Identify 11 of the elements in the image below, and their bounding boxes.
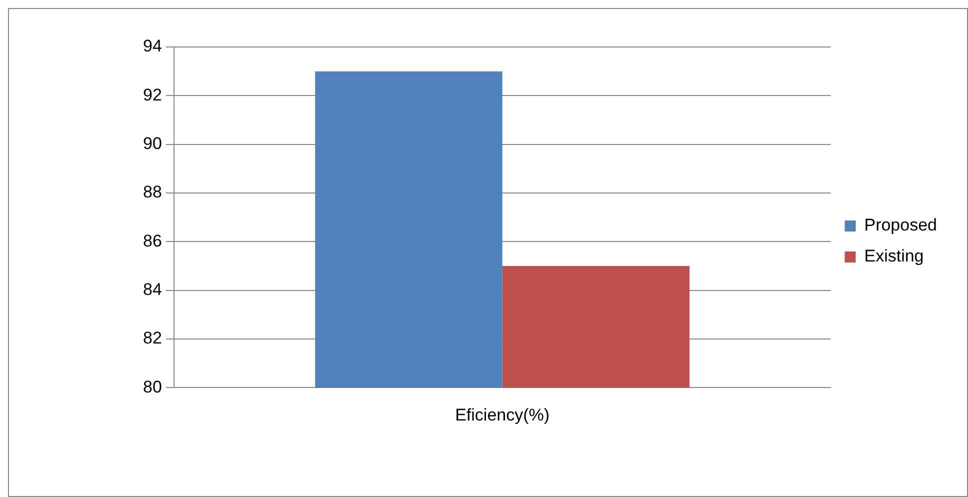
y-tick-label: 86 — [142, 231, 162, 250]
x-tick-label: Eficiency(%) — [455, 405, 550, 424]
legend-label: Proposed — [864, 216, 938, 235]
y-tick-label: 80 — [142, 377, 162, 396]
y-tick-label: 92 — [142, 85, 162, 104]
y-tick-label: 90 — [142, 134, 162, 153]
y-tick-label: 88 — [142, 182, 162, 202]
legend-label: Existing — [864, 246, 924, 266]
y-tick-label: 84 — [142, 280, 162, 299]
y-tick-label: 94 — [142, 36, 162, 56]
y-tick-label: 82 — [142, 328, 162, 348]
